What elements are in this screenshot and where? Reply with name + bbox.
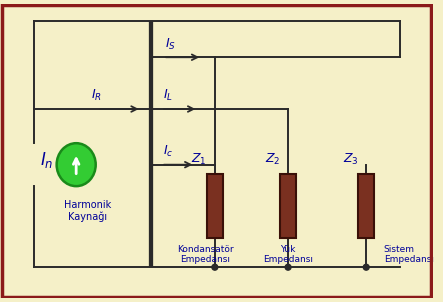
Text: Sistem
Empedansı: Sistem Empedansı (384, 245, 434, 264)
Text: $I_L$: $I_L$ (163, 88, 173, 103)
Circle shape (363, 264, 369, 270)
Text: $Z_3$: $Z_3$ (343, 152, 358, 167)
Ellipse shape (57, 143, 96, 186)
Text: Kondansatör
Empedansı: Kondansatör Empedansı (177, 245, 233, 264)
Circle shape (212, 264, 218, 270)
Bar (280, 175, 296, 238)
Text: $I_n$: $I_n$ (40, 150, 54, 170)
Text: $I_S$: $I_S$ (165, 37, 176, 52)
Bar (207, 175, 223, 238)
Text: $I_R$: $I_R$ (91, 88, 102, 103)
Text: Harmonik
Kaynağı: Harmonik Kaynağı (64, 200, 112, 222)
Text: $I_c$: $I_c$ (163, 144, 174, 159)
Text: $Z_1$: $Z_1$ (191, 152, 207, 167)
Bar (358, 175, 374, 238)
Circle shape (285, 264, 291, 270)
Text: $Z_2$: $Z_2$ (264, 152, 280, 167)
Text: Yük
Empedansı: Yük Empedansı (263, 245, 313, 264)
